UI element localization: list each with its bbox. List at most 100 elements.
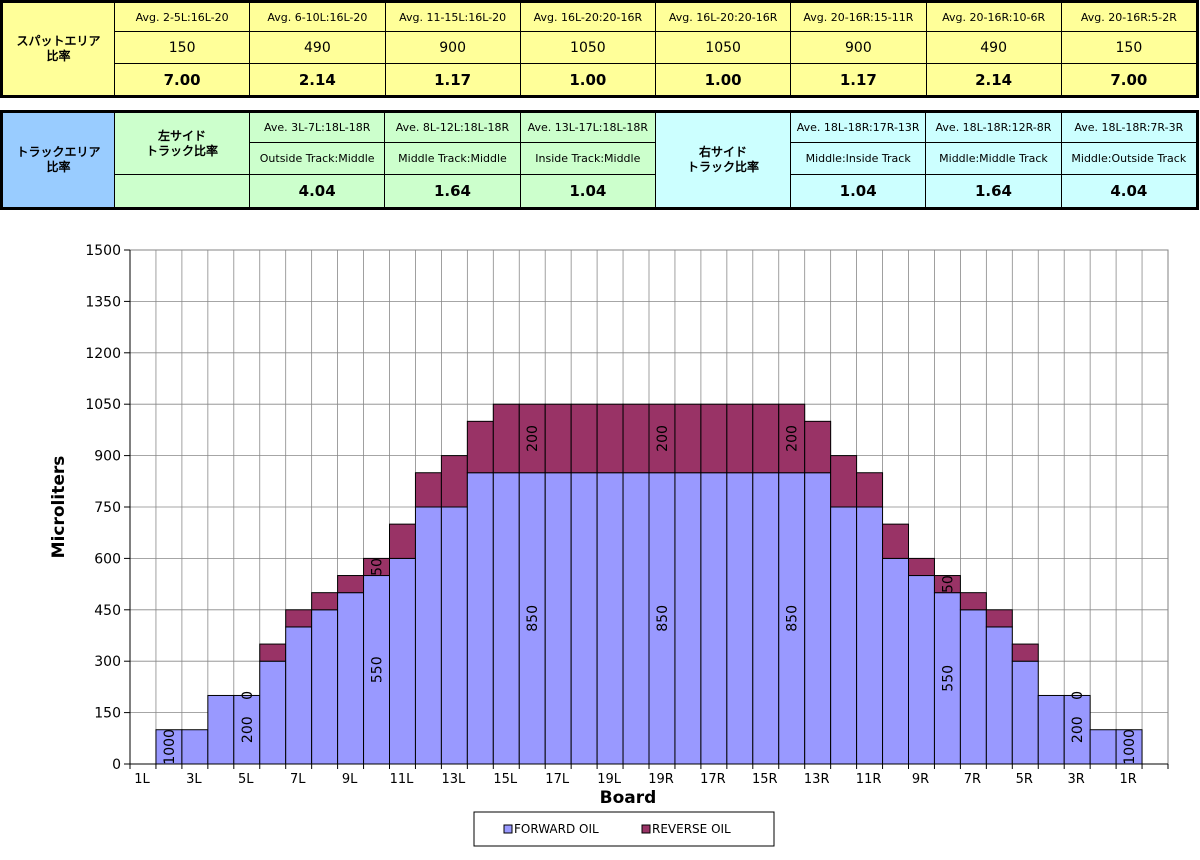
bar-reverse-19R [674,403,702,474]
spot-header: Avg. 6-10L:16L-20 [249,2,386,32]
x-tick-label: 5R [1016,772,1033,787]
track-sub: Middle:Inside Track [789,141,927,176]
legend-swatch-reverse [641,824,651,834]
bar-reverse-14L [466,420,494,474]
right-side-label: 右サイド トラック比率 [654,112,791,208]
bar-forward-13R [830,506,858,765]
bar-data-label: 850 [525,605,541,632]
bar-forward-18L [570,472,598,765]
bar-forward-12L [414,506,442,765]
y-axis-title: Microliters [49,456,69,559]
spot-ratio: 1.00 [654,63,792,96]
spot-header: Avg. 11-15L:16L-20 [384,2,521,32]
bar-reverse-18R [700,403,728,474]
x-tick-label: 3R [1068,772,1085,787]
bar-forward-13L [440,506,468,765]
bar-data-label: 200 [240,716,256,743]
y-tick-label: 450 [94,603,121,619]
bar-forward-19R [674,472,702,765]
x-tick-label: 5L [238,772,254,787]
spot-value: 1050 [519,31,657,64]
track-sub: Outside Track:Middle [248,141,386,176]
spot-header: Avg. 20-16R:10-6R [925,2,1062,32]
spot-area-table: スパットエリア 比率 Avg. 2-5L:16L-20 Avg. 6-10L:1… [0,0,1199,98]
bar-forward-8L [311,609,339,765]
spot-header: Avg. 16L-20:20-16R [519,2,657,32]
x-tick-label: 1R [1119,772,1136,787]
spot-header: Avg. 20-16R:15-11R [790,2,927,32]
spot-header: Avg. 2-5L:16L-20 [113,2,251,32]
bar-forward-16R [752,472,780,765]
bar-reverse-18L [570,403,598,474]
track-sub: Inside Track:Middle [519,141,656,176]
bar-reverse-8L [311,592,339,611]
track-header: Ave. 13L-17L:18L-18R [519,112,656,143]
x-tick-label: 7L [290,772,306,787]
spot-value: 1050 [654,31,792,64]
bar-forward-11R [882,557,909,765]
track-ratio: 4.04 [248,174,386,208]
y-tick-label: 0 [112,757,121,773]
bar-forward-17R [726,472,754,765]
bar-forward-14R [804,472,832,765]
track-sub: Middle Track:Middle [384,141,521,176]
bar-forward-7R [985,626,1013,765]
bar-forward-14L [466,472,494,765]
spot-ratio: 2.14 [249,63,386,96]
legend: FORWARD OIL REVERSE OIL [473,811,775,847]
bar-reverse-7L [285,609,313,628]
x-tick-label: 13R [804,772,830,787]
track-ratio: 1.04 [519,174,656,208]
bar-forward-15L [492,472,520,765]
bar-reverse-13R [830,455,858,508]
y-tick-label: 150 [94,706,121,722]
legend-swatch-forward [503,824,513,834]
bar-reverse-19L [596,403,624,474]
bar-data-label: 200 [1070,716,1086,743]
spot-value: 490 [249,31,386,64]
bar-forward-3L [181,729,209,765]
x-tick-label: 3L [186,772,202,787]
legend-label-reverse: REVERSE OIL [652,822,731,836]
bar-forward-16L [518,472,546,765]
spot-ratio: 1.17 [790,63,927,96]
bar-reverse-20R [648,403,676,474]
bar-forward-19L [596,472,624,765]
bar-forward-10R [908,575,935,765]
bar-forward-5R [1037,694,1065,765]
bar-reverse-11R [882,523,909,559]
track-ratio: 4.04 [1060,174,1198,208]
bar-reverse-17L [544,403,572,474]
oil-pattern-chart: 1000 0 200 550 50 850 200 850 200 850 200 550 50 200 0… [49,243,1169,847]
spot-header: Avg. 16L-20:20-16R [654,2,792,32]
track-ratio: 1.64 [384,174,521,208]
bar-reverse-15R [778,403,806,474]
spot-value: 900 [790,31,927,64]
track-sub: Middle:Outside Track [1060,141,1198,176]
bar-reverse-10R [908,557,935,577]
spot-ratio: 7.00 [113,63,251,96]
track-header: Ave. 18L-18R:17R-13R [789,112,927,143]
spot-value: 490 [925,31,1062,64]
spot-value: 900 [384,31,521,64]
spot-ratio: 7.00 [1060,63,1198,96]
bar-reverse-11L [389,523,416,559]
y-tick-label: 1050 [85,397,121,413]
x-tick-label: 9R [912,772,929,787]
bar-forward-2L [155,729,183,765]
x-tick-label: 19L [597,772,622,787]
bar-reverse-6L [259,643,287,662]
track-ratio: 1.64 [925,174,1062,208]
y-tick-label: 1500 [85,243,121,259]
y-tick-label: 300 [94,654,121,670]
bar-reverse-12R [856,472,884,508]
bar-data-label: 50 [370,558,386,576]
spot-ratio: 1.00 [519,63,657,96]
bar-reverse-9L [337,575,365,594]
left-side-spacer [114,174,250,208]
spot-area-label: スパットエリア 比率 [2,2,115,96]
bar-data-label: 550 [370,656,386,683]
x-tick-label: 9L [342,772,358,787]
bar-reverse-14R [804,420,832,474]
spot-ratio: 1.17 [384,63,521,96]
